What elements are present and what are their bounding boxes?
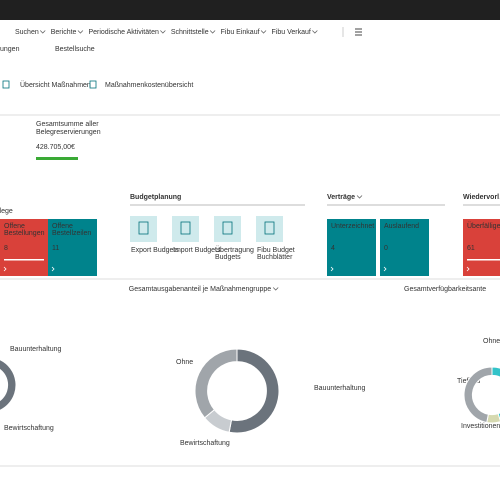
chevron: [39, 30, 46, 34]
budget-icon[interactable]: [172, 216, 199, 242]
kpi-label: Gesamtsumme aller: [36, 121, 99, 128]
tile-value: 11: [52, 245, 59, 252]
kpi-label: Belegreservierungen: [36, 129, 101, 136]
menu-icon[interactable]: [355, 28, 362, 36]
budget-label: Fibu Budget: [257, 247, 295, 254]
action-icon: [89, 80, 97, 89]
chevron: [160, 30, 166, 34]
action-link[interactable]: Übersicht Maßnahmen: [20, 81, 91, 89]
tile-arrow: [3, 266, 7, 272]
donut-label: Bewirtschaftung: [4, 425, 54, 432]
budget-icon-doc: [264, 221, 275, 235]
donut-segment[interactable]: [0, 357, 17, 413]
tile-label: Offene: [4, 223, 25, 230]
budget-label: Import Budgets: [173, 247, 221, 254]
menu-item[interactable]: Fibu Verkauf: [272, 29, 311, 36]
menu-item[interactable]: Schnittstelle: [171, 29, 209, 36]
tile-arrow: [330, 266, 334, 272]
budget-icon-doc: [138, 221, 149, 235]
budget-label: Budgets: [215, 254, 241, 261]
tile-label: Bestellzeilen: [52, 230, 91, 237]
budget-icon[interactable]: [130, 216, 157, 242]
tile-arrow: [383, 266, 387, 272]
donut-label: Ohne: [176, 359, 193, 366]
tile[interactable]: [0, 219, 49, 276]
budget-icon-doc: [222, 221, 233, 235]
donut-label: Bauunterhaltung: [10, 346, 61, 353]
donut-label: Investitionen: [461, 423, 500, 430]
budget-label: Export Budgets: [131, 247, 179, 254]
tile-label: Unterzeichnet: [331, 223, 374, 230]
section-title: Budgetplanung: [130, 194, 181, 201]
menu-item[interactable]: Berichte: [51, 29, 77, 36]
tile-label: Bestellungen: [4, 230, 45, 237]
tile-progress: [4, 259, 44, 261]
tile-arrow: [51, 266, 55, 272]
section-title: llege: [0, 208, 13, 215]
donut-label: Ohne: [483, 338, 500, 345]
chevron: [209, 30, 216, 34]
tile-value: 0: [384, 245, 388, 252]
tile-label: Überfällige: [467, 222, 500, 230]
chevron: [260, 30, 267, 34]
action-icon: [2, 80, 10, 89]
budget-icon-doc: [180, 221, 191, 235]
donut-segment[interactable]: [491, 366, 500, 422]
tile[interactable]: [48, 219, 97, 276]
chevron: [356, 195, 363, 199]
chart-title[interactable]: Gesamtausgabenanteil je Maßnahmengruppe: [129, 286, 272, 293]
menu-item[interactable]: Suchen: [15, 29, 39, 36]
chevron: [272, 287, 279, 291]
donut-segment[interactable]: [463, 366, 493, 424]
tile-arrow: [466, 266, 470, 272]
top-bar: [0, 0, 500, 20]
section-title: Verträge: [327, 194, 355, 201]
menu-item[interactable]: Periodische Aktivitäten: [88, 29, 159, 36]
kpi-value[interactable]: 428.705,00€: [36, 144, 75, 151]
nav-link[interactable]: Bestellsuche: [55, 46, 95, 53]
tile-value: 61: [467, 245, 475, 252]
donut-segment[interactable]: [194, 348, 238, 419]
tile[interactable]: [463, 219, 500, 276]
chart-title[interactable]: Gesamtverfügbarkeitsante: [404, 286, 486, 293]
tile-label: Auslaufend: [384, 223, 419, 230]
tile[interactable]: [380, 219, 429, 276]
chevron: [77, 30, 84, 34]
tile[interactable]: [327, 219, 376, 276]
section-title: Wiedervorl…: [463, 194, 500, 201]
budget-icon[interactable]: [256, 216, 283, 242]
tile-label: Offene: [52, 223, 73, 230]
donut-label: Bauunterhaltung: [314, 385, 365, 392]
menu-item[interactable]: Fibu Einkauf: [221, 29, 260, 36]
nav-link[interactable]: ungen: [0, 46, 20, 53]
budget-label: Übertragung: [215, 246, 254, 254]
budget-label: Buchblätter: [257, 254, 293, 261]
kpi-bar: [36, 157, 78, 160]
tile-progress: [467, 259, 500, 261]
action-link[interactable]: Maßnahmenkostenübersicht: [105, 82, 193, 89]
donut-segment[interactable]: [486, 413, 500, 424]
tile-value: 4: [331, 245, 335, 252]
tile-value: 8: [4, 245, 8, 252]
donut-label: Bewirtschaftung: [180, 440, 230, 447]
budget-icon[interactable]: [214, 216, 241, 242]
chevron: [312, 30, 318, 34]
